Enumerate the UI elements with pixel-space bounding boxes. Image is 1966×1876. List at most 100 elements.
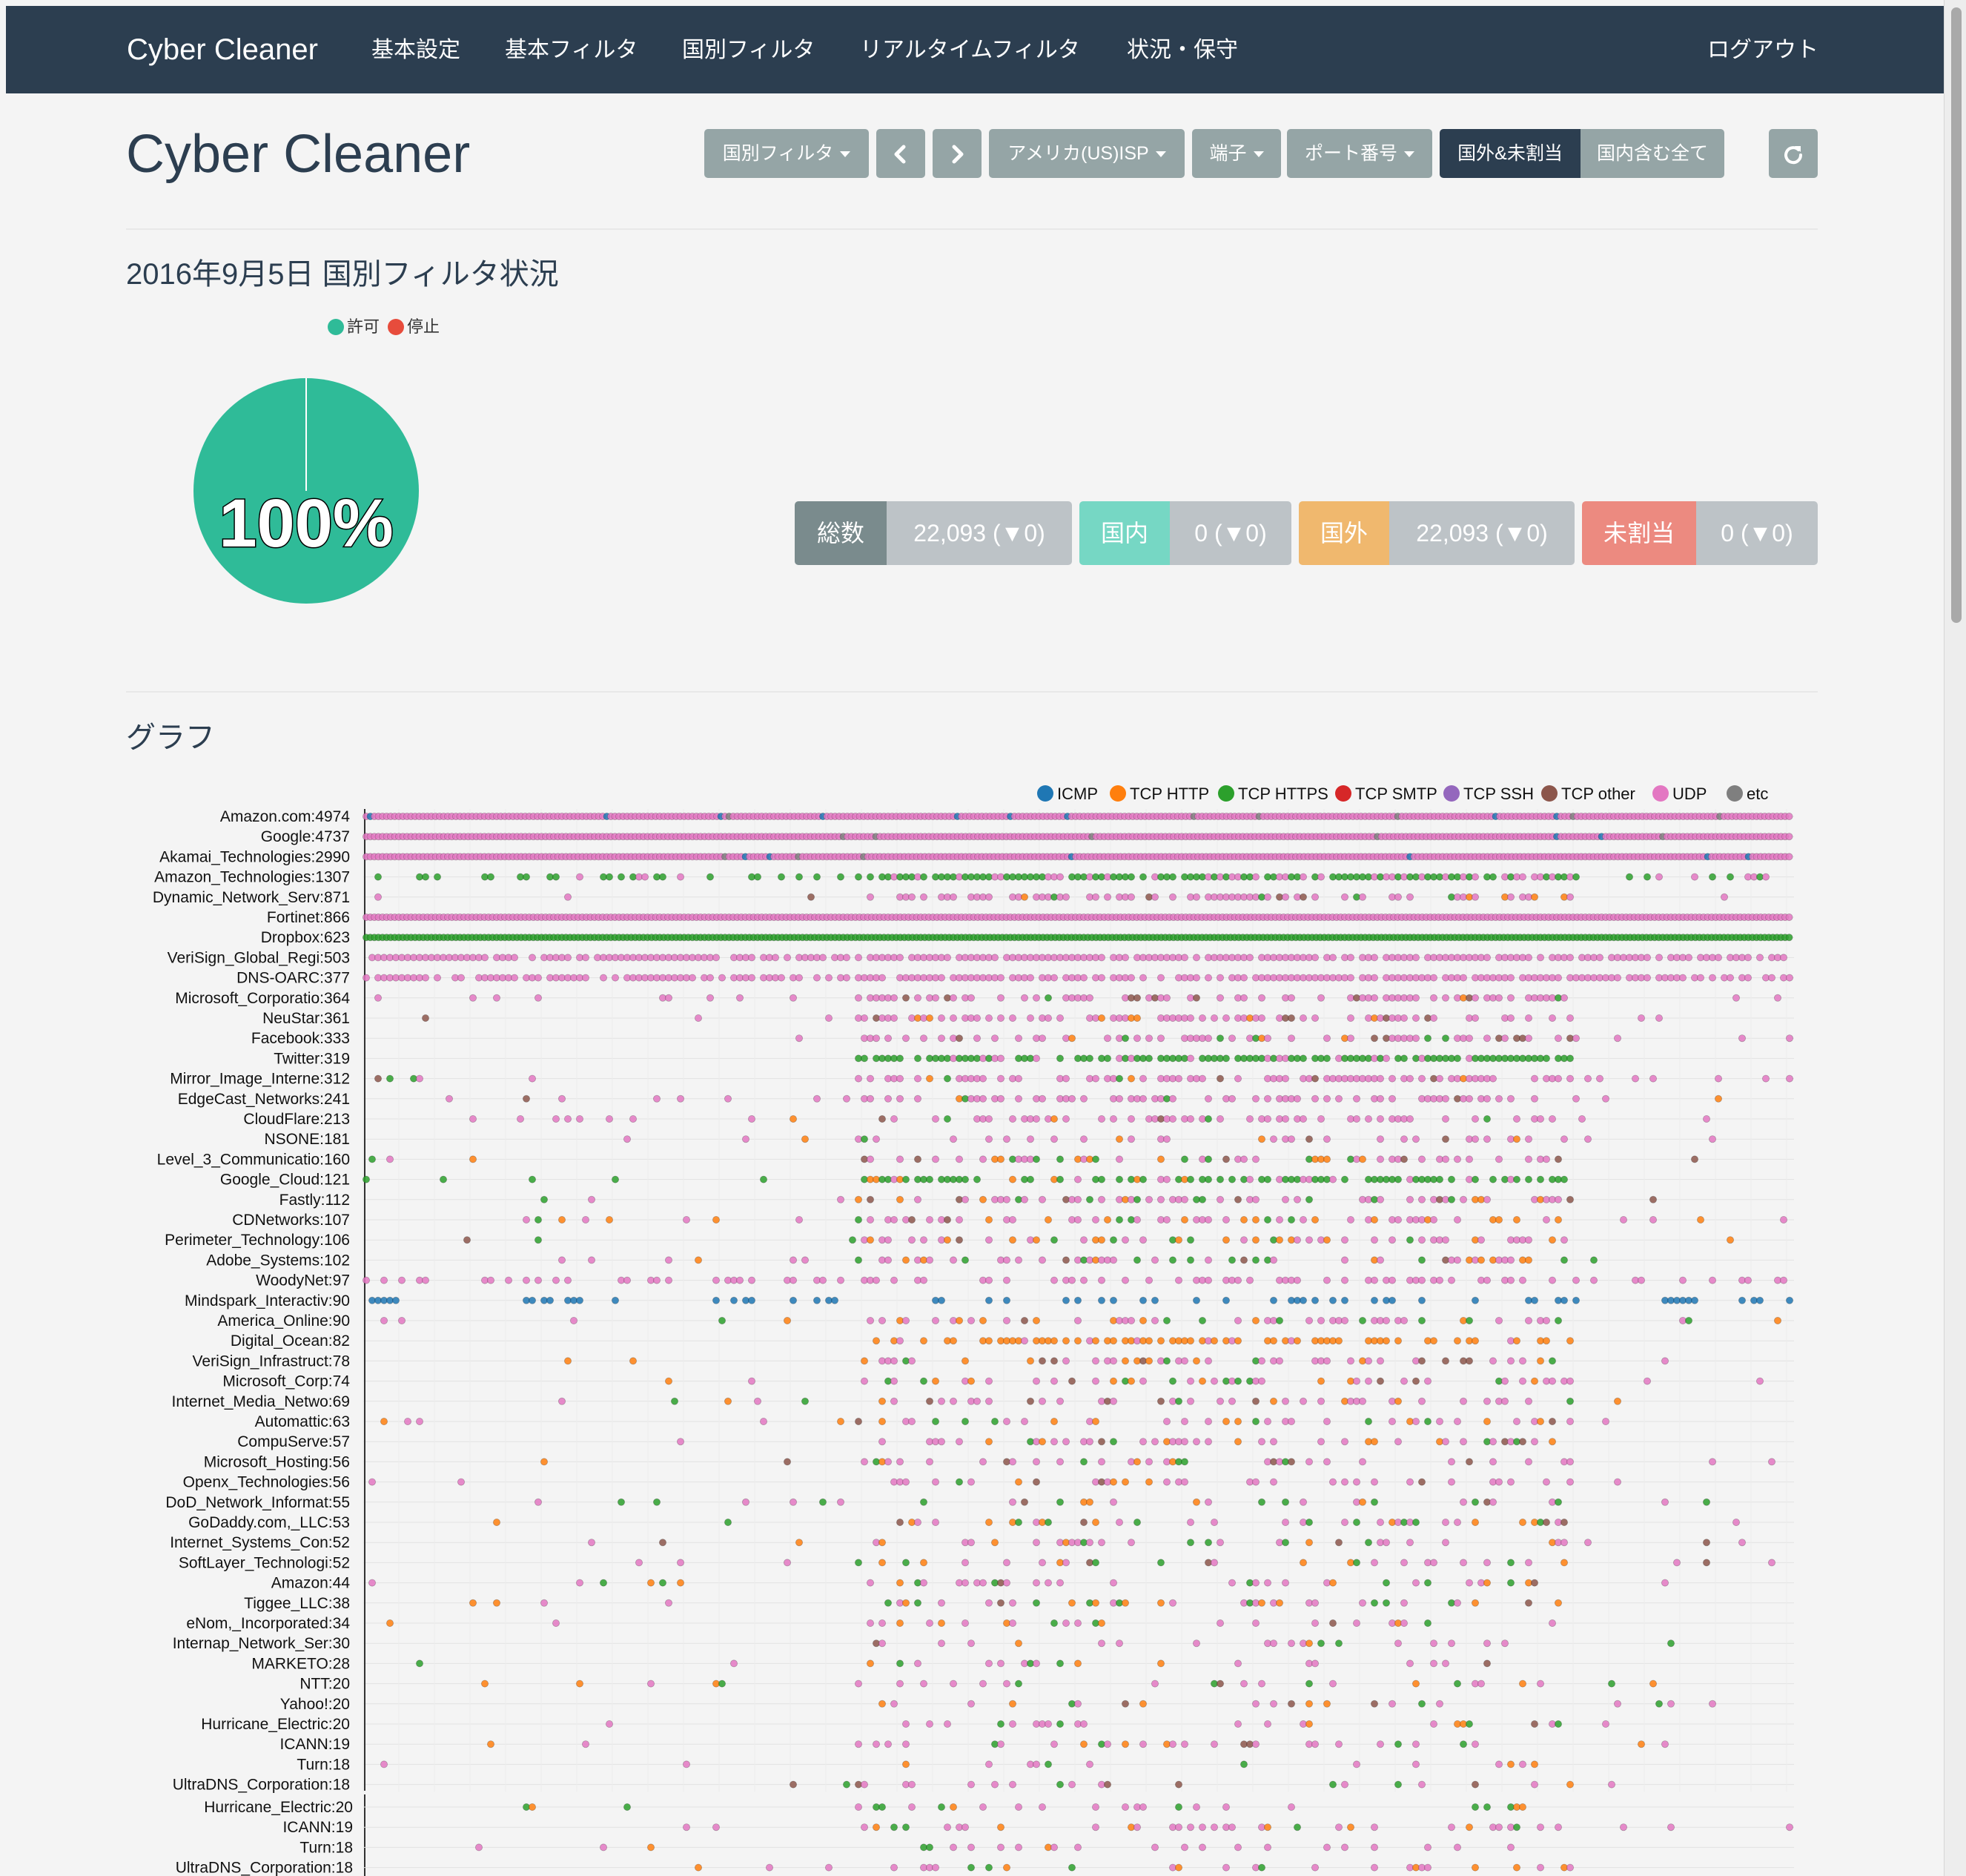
prev-button[interactable] xyxy=(876,129,925,178)
data-dot xyxy=(1128,1539,1136,1547)
data-dot xyxy=(1228,1823,1237,1832)
data-dot xyxy=(1566,1195,1574,1203)
data-dot xyxy=(1347,1034,1355,1043)
data-dot xyxy=(1270,1700,1278,1708)
data-dot xyxy=(932,1863,940,1872)
data-dot xyxy=(606,1216,614,1224)
data-dot xyxy=(855,1559,863,1567)
data-dot xyxy=(1430,1014,1438,1023)
data-dot xyxy=(1050,1276,1059,1284)
data-dot xyxy=(635,1559,643,1567)
data-dot xyxy=(1406,1115,1414,1123)
data-dot xyxy=(1234,1438,1242,1446)
nav-item-basic-filter[interactable]: 基本フィルタ xyxy=(505,38,638,62)
data-dot xyxy=(1193,974,1201,982)
data-dot xyxy=(1341,1175,1349,1183)
data-dot xyxy=(1181,1216,1189,1224)
data-dot xyxy=(1056,1498,1065,1506)
data-dot xyxy=(1466,1458,1474,1466)
data-dot xyxy=(1678,1276,1687,1284)
data-dot xyxy=(1696,1216,1704,1224)
data-dot xyxy=(1684,954,1692,962)
data-dot xyxy=(1400,1377,1409,1385)
data-dot xyxy=(1068,1863,1076,1872)
data-dot xyxy=(772,954,780,962)
data-dot xyxy=(1009,1780,1017,1789)
data-dot xyxy=(1495,1317,1503,1325)
data-dot xyxy=(600,1843,608,1852)
pie-legend-allowed: 許可 xyxy=(328,317,380,337)
data-dot xyxy=(1098,1619,1106,1627)
data-dot xyxy=(1477,1236,1486,1244)
data-dot xyxy=(1234,1659,1242,1668)
data-dot xyxy=(884,1740,893,1748)
data-dot xyxy=(1234,1074,1242,1083)
data-dot xyxy=(1139,1317,1148,1325)
data-dot xyxy=(1033,1599,1041,1607)
data-dot xyxy=(1472,1863,1480,1872)
data-dot xyxy=(890,1357,898,1365)
logout-link[interactable]: ログアウト xyxy=(1707,38,1818,62)
data-dot xyxy=(712,1276,721,1284)
data-dot xyxy=(1157,1034,1165,1043)
data-dot xyxy=(1696,974,1704,982)
data-dot xyxy=(1412,1740,1420,1748)
data-dot xyxy=(1601,1094,1609,1103)
data-dot xyxy=(1222,1863,1231,1872)
toggle-all-including-domestic[interactable]: 国内含む全て xyxy=(1581,129,1724,178)
data-dot xyxy=(1406,1659,1414,1668)
data-dot xyxy=(1294,1236,1302,1244)
data-dot xyxy=(481,1680,489,1688)
data-dot xyxy=(1122,1478,1130,1486)
data-dot xyxy=(576,1680,584,1688)
data-dot xyxy=(855,1740,863,1748)
data-dot xyxy=(1566,1397,1574,1405)
country-filter-dropdown[interactable]: 国別フィルタ xyxy=(704,129,869,178)
data-dot xyxy=(1714,954,1722,962)
nav-item-status-maintenance[interactable]: 状況・保守 xyxy=(1127,38,1238,62)
nav-item-basic-settings[interactable]: 基本設定 xyxy=(371,38,460,62)
data-dot xyxy=(1217,1115,1225,1123)
data-dot xyxy=(671,1397,679,1405)
nav-item-country-filter[interactable]: 国別フィルタ xyxy=(682,38,815,62)
data-dot xyxy=(1430,1216,1438,1224)
data-dot xyxy=(1133,1195,1142,1203)
data-dot xyxy=(1744,954,1752,962)
next-button[interactable] xyxy=(933,129,982,178)
data-dot xyxy=(944,1236,952,1244)
refresh-button[interactable] xyxy=(1769,129,1818,178)
data-dot xyxy=(1530,1438,1538,1446)
data-dot xyxy=(606,873,614,881)
data-dot xyxy=(861,1377,869,1385)
data-dot xyxy=(523,873,531,881)
data-dot xyxy=(1466,1823,1474,1832)
data-dot xyxy=(1062,1337,1070,1345)
data-dot xyxy=(1305,1700,1314,1708)
data-dot xyxy=(689,974,697,982)
data-dot xyxy=(1015,1803,1023,1811)
data-dot xyxy=(1667,1700,1675,1708)
data-dot xyxy=(861,1458,869,1466)
data-dot xyxy=(790,1296,798,1304)
data-dot xyxy=(1050,1418,1059,1426)
data-dot xyxy=(523,1216,531,1224)
data-dot xyxy=(837,1498,845,1506)
data-dot xyxy=(1637,1276,1645,1284)
terminal-dropdown[interactable]: 端子 xyxy=(1192,129,1281,178)
navbar-brand[interactable]: Cyber Cleaner xyxy=(127,33,318,66)
data-dot xyxy=(1193,1357,1201,1365)
data-dot xyxy=(967,1539,976,1547)
data-dot xyxy=(1270,1478,1278,1486)
data-dot xyxy=(1110,1337,1118,1345)
data-dot xyxy=(944,954,952,962)
nav-item-realtime-filter[interactable]: リアルタイムフィルタ xyxy=(860,38,1080,62)
data-dot xyxy=(1264,1115,1272,1123)
isp-dropdown[interactable]: アメリカ(US)ISP xyxy=(989,129,1185,178)
data-dot xyxy=(926,1216,934,1224)
toggle-foreign-unassigned[interactable]: 国外&未割当 xyxy=(1440,129,1581,178)
data-dot xyxy=(1424,1863,1432,1872)
stat-unassigned-label: 未割当 xyxy=(1582,501,1696,565)
scrollbar-thumb[interactable] xyxy=(1951,7,1962,623)
data-dot xyxy=(932,1155,940,1163)
port-dropdown[interactable]: ポート番号 xyxy=(1287,129,1432,178)
